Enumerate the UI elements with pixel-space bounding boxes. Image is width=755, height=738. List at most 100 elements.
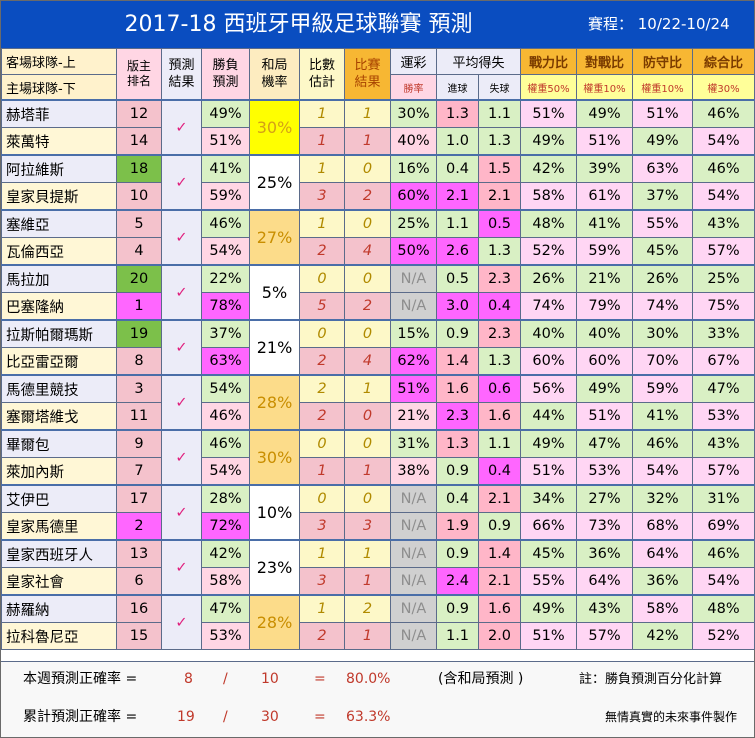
table-row: 馬拉加 20 ✓ 22% 5% 0 0 N/A 0.5 2.3 26% 21% 26% 25% xyxy=(1,264,755,321)
header-score-1: 比數 xyxy=(308,58,335,73)
rank-cell: 10 xyxy=(116,182,162,211)
draw-probability-cell: 21% xyxy=(249,319,300,376)
team-name: 艾伊巴 xyxy=(1,484,117,513)
team-name: 阿拉維斯 xyxy=(1,154,117,183)
draw-probability-cell: 5% xyxy=(249,264,300,321)
team-name: 塞爾塔維戈 xyxy=(1,402,117,431)
match-result-cell: 1 xyxy=(344,374,391,403)
power-ratio-cell: 51% xyxy=(520,99,578,128)
rank-cell: 4 xyxy=(116,237,162,266)
header-pred-1: 預測 xyxy=(168,58,195,73)
h2h-ratio-cell: 59% xyxy=(576,237,634,266)
score-estimate-cell: 3 xyxy=(299,567,345,596)
rank-cell: 9 xyxy=(116,429,162,458)
lottery-rate-cell: N/A xyxy=(390,512,437,541)
total-ratio-cell: 54% xyxy=(692,567,755,596)
header-draw-1: 和局 xyxy=(261,58,288,73)
total-ratio-cell: 25% xyxy=(692,264,755,293)
rank-cell: 14 xyxy=(116,127,162,156)
total-ratio-cell: 75% xyxy=(692,292,755,321)
avg-goals-out-cell: 1.4 xyxy=(477,539,522,568)
score-estimate-cell: 0 xyxy=(299,319,345,348)
cumulative-rate: 63.3% xyxy=(346,709,391,725)
power-ratio-cell: 44% xyxy=(520,402,578,431)
defense-ratio-cell: 70% xyxy=(632,347,694,376)
score-estimate-cell: 0 xyxy=(299,484,345,513)
h2h-ratio-cell: 36% xyxy=(576,539,634,568)
lottery-rate-cell: N/A xyxy=(390,567,437,596)
total-ratio-cell: 69% xyxy=(692,512,755,541)
lottery-rate-cell: 60% xyxy=(390,182,437,211)
header-rank-2: 排名 xyxy=(126,74,151,88)
defense-ratio-cell: 74% xyxy=(632,292,694,321)
draw-probability-cell: 30% xyxy=(249,429,300,486)
match-result-cell: 0 xyxy=(344,154,391,183)
score-estimate-cell: 1 xyxy=(299,154,345,183)
match-result-cell: 1 xyxy=(344,457,391,486)
defense-ratio-cell: 37% xyxy=(632,182,694,211)
table-row: 阿拉維斯 18 ✓ 41% 25% 1 0 16% 0.4 1.5 42% 39% 63% 46% xyxy=(1,154,755,211)
prediction-result-cell: ✓ xyxy=(161,264,202,321)
score-estimate-cell: 1 xyxy=(299,539,345,568)
score-estimate-cell: 3 xyxy=(299,182,345,211)
win-prediction-cell: 41% xyxy=(201,154,250,183)
header-prediction-result: 預測 結果 xyxy=(161,48,202,101)
win-prediction-cell: 51% xyxy=(201,127,250,156)
score-estimate-cell: 2 xyxy=(299,622,345,650)
score-estimate-cell: 2 xyxy=(299,374,345,403)
avg-goals-out-cell: 1.6 xyxy=(477,402,522,431)
rank-cell: 15 xyxy=(116,622,162,650)
avg-goals-in-cell: 1.0 xyxy=(436,127,479,156)
team-name: 拉科魯尼亞 xyxy=(1,622,117,650)
header-total: 綜合比 xyxy=(692,48,755,75)
win-prediction-cell: 22% xyxy=(201,264,250,293)
team-name: 皇家貝提斯 xyxy=(1,182,117,211)
prediction-result-cell: ✓ xyxy=(161,539,202,596)
score-estimate-cell: 5 xyxy=(299,292,345,321)
table-row: 赫塔菲 12 ✓ 49% 30% 1 1 30% 1.3 1.1 51% 49% 51% 46% xyxy=(1,99,755,156)
score-estimate-cell: 2 xyxy=(299,347,345,376)
match-result-cell: 4 xyxy=(344,237,391,266)
team-name: 皇家西班牙人 xyxy=(1,539,117,568)
avg-goals-out-cell: 0.5 xyxy=(477,209,522,238)
defense-ratio-cell: 51% xyxy=(632,99,694,128)
header-match-result: 比賽 結果 xyxy=(344,48,391,101)
total-ratio-cell: 57% xyxy=(692,237,755,266)
table-row: 瓦倫西亞 4 54% 2 4 50% 2.6 1.3 52% 59% 45% 57% xyxy=(1,237,755,266)
lottery-rate-cell: N/A xyxy=(390,292,437,321)
weekly-label: 本週預測正確率 = xyxy=(23,671,138,687)
avg-goals-out-cell: 1.5 xyxy=(477,154,522,183)
table-row: 馬德里競技 3 ✓ 54% 28% 2 1 51% 1.6 0.6 56% 49% 59% 47% xyxy=(1,374,755,431)
lottery-rate-cell: 62% xyxy=(390,347,437,376)
weekly-note: (含和局預測 ) xyxy=(438,671,524,687)
score-estimate-cell: 0 xyxy=(299,429,345,458)
team-name: 瓦倫西亞 xyxy=(1,237,117,266)
cumulative-accuracy-bar: 累計預測正確率 = 19 / 30 = 63.3% 無情真實的未來事件製作 xyxy=(1,698,754,737)
lottery-rate-cell: 51% xyxy=(390,374,437,403)
team-name: 塞維亞 xyxy=(1,209,117,238)
header-lottery-sub: 勝率 xyxy=(390,74,437,101)
defense-ratio-cell: 63% xyxy=(632,154,694,183)
header-avg-in: 進球 xyxy=(436,74,479,101)
power-ratio-cell: 40% xyxy=(520,319,578,348)
avg-goals-in-cell: 1.6 xyxy=(436,374,479,403)
cumulative-slash: / xyxy=(223,709,228,725)
prediction-result-cell: ✓ xyxy=(161,484,202,541)
defense-ratio-cell: 58% xyxy=(632,594,694,623)
cumulative-equals: = xyxy=(314,709,326,725)
table-row: 巴塞隆納 1 78% 5 2 N/A 3.0 0.4 74% 79% 74% 75% xyxy=(1,292,755,321)
lottery-rate-cell: 31% xyxy=(390,429,437,458)
power-ratio-cell: 34% xyxy=(520,484,578,513)
prediction-result-cell: ✓ xyxy=(161,99,202,156)
score-estimate-cell: 1 xyxy=(299,127,345,156)
header-win-prediction: 勝負 預測 xyxy=(201,48,250,101)
header-h2h: 對戰比 xyxy=(576,48,634,75)
h2h-ratio-cell: 40% xyxy=(576,319,634,348)
lottery-rate-cell: N/A xyxy=(390,484,437,513)
header-average: 平均得失 xyxy=(435,48,522,75)
credit: 無情真實的未來事件製作 xyxy=(605,710,738,724)
total-ratio-cell: 67% xyxy=(692,347,755,376)
win-prediction-cell: 58% xyxy=(201,567,250,596)
total-ratio-cell: 52% xyxy=(692,622,755,650)
